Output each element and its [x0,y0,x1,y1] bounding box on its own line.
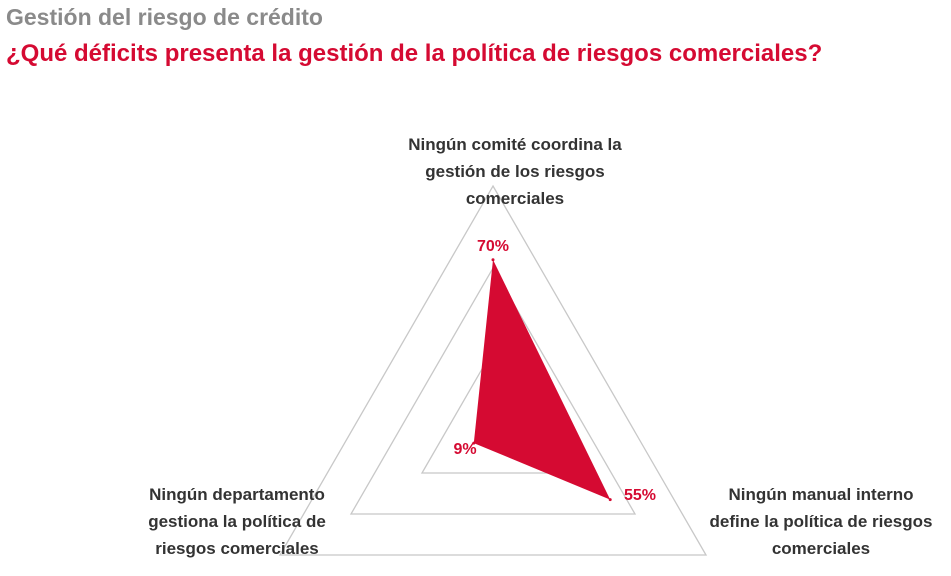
axis-label-comite: Ningún comité coordina la gestión de los… [370,131,660,212]
axis-label-comite-line-3: comerciales [465,189,565,208]
chart-title: ¿Qué déficits presenta la gestión de la … [6,40,823,67]
axis-label-comite-line-1: Ningún comité coordina la [408,135,622,154]
value-label-departamento: 9% [453,441,476,458]
chart-supertitle: Gestión del riesgo de crédito [6,4,323,30]
radar-grid-ring-3 [278,184,708,556]
axis-label-departamento-line-3: riesgos comerciales [155,539,319,558]
radar-point-manual [608,498,612,502]
axis-label-manual-line-1: Ningún manual interno [728,485,914,504]
axis-label-manual-line-3: comerciales [771,539,871,558]
axis-label-departamento-line-2: gestiona la política de [148,512,326,531]
radar-point-departamento [472,441,476,445]
axis-label-manual-line-2: define la política de riesgos [709,512,933,531]
axis-label-manual: Ningún manual interno define la política… [690,481,951,562]
axis-label-departamento: Ningún departamento gestiona la política… [110,481,364,562]
axis-label-comite-line-2: gestión de los riesgos [425,162,605,181]
radar-point-comite [491,258,495,262]
value-label-comite: 70% [477,238,509,255]
radar-grid-ring-2 [349,266,637,515]
value-label-manual: 55% [624,487,656,504]
axis-label-departamento-line-1: Ningún departamento [149,485,325,504]
radar-data-area [473,259,611,500]
